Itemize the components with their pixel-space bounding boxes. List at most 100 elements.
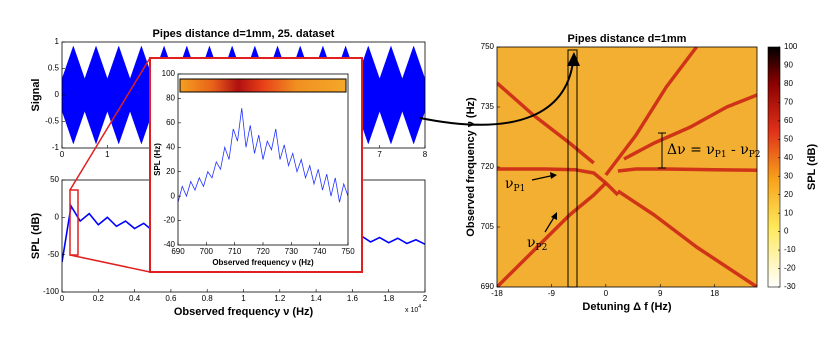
annotation: νP1 [505,176,525,194]
zoom-region [69,189,79,256]
x-tick-label: 690 [171,247,185,256]
heatmap-background [497,47,757,287]
spectrogram-strip [179,78,347,93]
plot-area [497,47,757,287]
y-tick-label: 20 [166,167,175,176]
annotation: Δν = νP1 - νP2 [667,142,761,160]
x-tick-label: 710 [228,247,242,256]
x-tick-label: 7 [377,150,382,159]
inset-background [149,57,363,273]
x-tick-label: 18 [710,289,719,298]
colorbar-tick-label: 10 [784,208,793,217]
x-tick-label: 0.4 [129,294,141,303]
annotation-subscript: P2 [536,243,548,253]
y-tick-label: 0.5 [48,64,60,73]
colorbar-tick-label: 100 [784,42,798,51]
y-tick-label: 690 [481,282,495,291]
annotation-text: ν [505,176,514,192]
ridge [617,167,757,173]
arrowhead [550,172,557,179]
y-tick-label: -0.5 [45,117,59,126]
ridge [497,81,595,165]
x-tick-label: 1.4 [311,294,323,303]
colorbar-tick-label: -30 [784,282,796,291]
colorbar [767,46,781,288]
annotation-subscript: P2 [749,150,761,160]
spectrum-line [178,108,348,203]
colorbar-tick-label: 90 [784,61,793,70]
x-tick-label: 8 [423,150,428,159]
annotation: νP2 [527,235,547,253]
y-tick-label: 750 [481,42,495,51]
x-tick-label: -18 [491,289,503,298]
x-axis-label: Observed frequency ν (Hz) [212,258,314,267]
chart-title: Pipes distance d=1mm [568,33,687,45]
y-tick-label: -1 [52,143,60,152]
y-tick-label: 0 [55,90,60,99]
annotation-subscript: P1 [514,184,526,194]
annotation-subscript: P1 [715,150,727,160]
colorbar-tick-label: 40 [784,153,793,162]
x-tick-label: 1.2 [274,294,286,303]
ridge [497,167,620,197]
chart-title: Pipes distance d=1mm, 25. dataset [153,28,335,40]
y-tick-label: 60 [166,118,175,127]
y-tick-label: 0 [55,212,60,221]
colorbar-tick-label: 70 [784,97,793,106]
x-tick-label: 1.6 [347,294,359,303]
arrowhead [551,212,557,220]
x-tick-label: 2 [423,294,428,303]
annotation-text: ν [527,235,536,251]
plot-area [178,78,348,203]
x-tick-label: 720 [256,247,270,256]
annotation-text: Δν = ν [667,142,715,158]
zoom-line [69,57,151,191]
x-tick-label: 0 [60,150,65,159]
y-tick-label: 50 [50,175,59,184]
annotation-text: - ν [727,142,749,158]
y-axis-label: SPL (Hz) [153,143,162,176]
colorbar-tick-label: 50 [784,134,793,143]
y-tick-label: 0 [171,191,176,200]
y-tick-label: 720 [481,162,495,171]
ridge [623,93,757,161]
colorbar-tick-label: 30 [784,171,793,180]
y-tick-label: -50 [47,250,59,259]
y-axis-label: Signal [30,78,42,111]
y-tick-label: 40 [166,142,175,151]
ridge [497,181,608,287]
heatmap-shade [497,47,757,287]
y-tick-label: 1 [55,37,60,46]
ridge [604,47,698,177]
colorbar-tick-label: -20 [784,264,796,273]
y-tick-label: 705 [481,222,495,231]
x-tick-label: 730 [285,247,299,256]
colorbar-tick-label: 80 [784,79,793,88]
x-multiplier-exp: 4 [418,304,421,310]
x-multiplier-base: x 10 [405,307,418,314]
y-axis-label: SPL (dB) [30,213,42,260]
x-axis-label: Observed frequency ν (Hz) [174,306,314,318]
colorbar-tick-label: 20 [784,190,793,199]
y-tick-label: 80 [166,94,175,103]
y-tick-label: 735 [481,102,495,111]
x-tick-label: 750 [341,247,355,256]
ridge [616,189,757,287]
y-tick-label: -40 [163,240,175,249]
link-arrowhead [567,52,580,66]
x-tick-label: 740 [313,247,327,256]
y-axis-label: Observed frequency ν (Hz) [465,97,477,237]
x-tick-label: 1 [105,150,110,159]
colorbar-label: SPL (dB) [806,144,818,191]
x-tick-label: 0 [60,294,65,303]
x-tick-label: 0.6 [165,294,177,303]
x-tick-label: 0.2 [93,294,105,303]
y-tick-label: 100 [162,69,176,78]
zoom-line [69,254,151,273]
y-tick-label: -100 [43,287,60,296]
y-tick-label: -20 [163,216,175,225]
x-multiplier: x 104 [405,304,421,314]
x-tick-label: 700 [200,247,214,256]
